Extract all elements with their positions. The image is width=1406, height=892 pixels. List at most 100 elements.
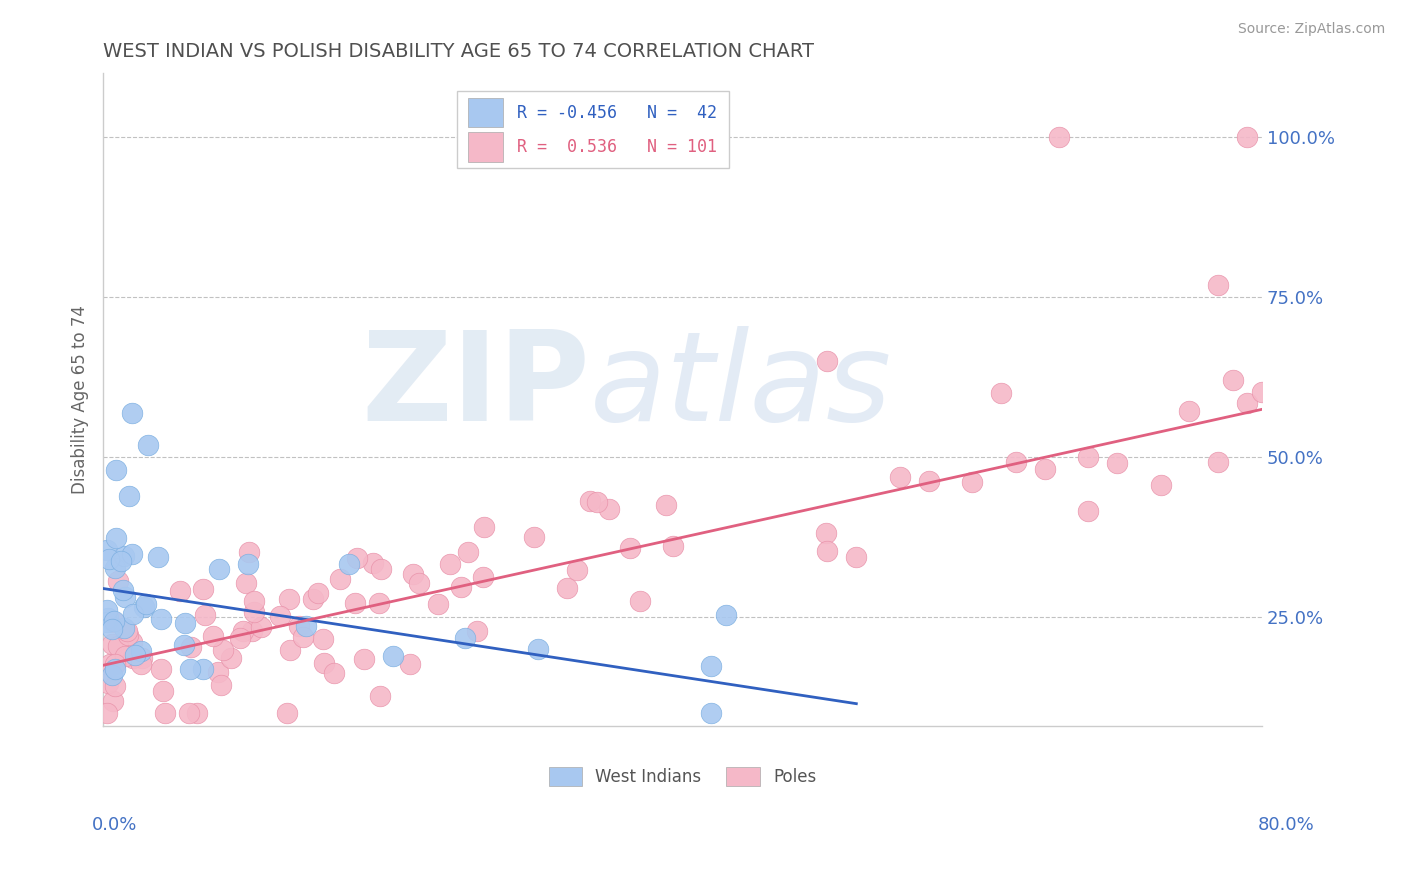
Point bbox=[889, 469, 911, 483]
Text: 80.0%: 80.0% bbox=[1258, 816, 1315, 834]
Point bbox=[454, 632, 477, 646]
Point bbox=[329, 572, 352, 586]
Point bbox=[114, 648, 136, 663]
Point bbox=[337, 557, 360, 571]
Point bbox=[1033, 461, 1056, 475]
Point bbox=[323, 665, 346, 680]
FancyBboxPatch shape bbox=[457, 91, 728, 168]
Text: Source: ZipAtlas.com: Source: ZipAtlas.com bbox=[1237, 22, 1385, 37]
Point bbox=[153, 706, 176, 721]
Point bbox=[655, 498, 678, 512]
Point bbox=[179, 662, 201, 676]
Point bbox=[1236, 396, 1258, 410]
FancyBboxPatch shape bbox=[468, 132, 503, 161]
Point bbox=[191, 582, 214, 596]
Point bbox=[990, 386, 1012, 401]
Point bbox=[301, 591, 323, 606]
Point bbox=[229, 631, 252, 645]
Point bbox=[363, 556, 385, 570]
Point bbox=[194, 608, 217, 623]
Point bbox=[201, 629, 224, 643]
Point bbox=[401, 566, 423, 581]
Point bbox=[1251, 384, 1274, 399]
Point bbox=[845, 550, 868, 565]
Point bbox=[472, 569, 495, 583]
Point bbox=[152, 684, 174, 698]
Legend: West Indians, Poles: West Indians, Poles bbox=[541, 760, 823, 793]
Point bbox=[114, 590, 136, 604]
Point bbox=[408, 576, 430, 591]
Point bbox=[96, 603, 118, 617]
Point bbox=[457, 545, 479, 559]
Point bbox=[344, 596, 367, 610]
Point bbox=[107, 574, 129, 588]
Point bbox=[250, 620, 273, 634]
Text: 0.0%: 0.0% bbox=[91, 816, 136, 834]
Point bbox=[370, 562, 392, 576]
Point bbox=[960, 475, 983, 489]
Point bbox=[278, 643, 301, 657]
Text: WEST INDIAN VS POLISH DISABILITY AGE 65 TO 74 CORRELATION CHART: WEST INDIAN VS POLISH DISABILITY AGE 65 … bbox=[103, 42, 814, 61]
Point bbox=[1149, 478, 1171, 492]
Point bbox=[353, 652, 375, 666]
Point bbox=[586, 495, 609, 509]
Point bbox=[96, 706, 118, 721]
Point bbox=[208, 562, 231, 576]
Point bbox=[368, 689, 391, 703]
Y-axis label: Disability Age 65 to 74: Disability Age 65 to 74 bbox=[72, 305, 89, 494]
Point bbox=[368, 596, 391, 610]
Point bbox=[136, 437, 159, 451]
Point bbox=[121, 547, 143, 561]
Point bbox=[104, 463, 127, 477]
Point bbox=[700, 706, 723, 721]
Point bbox=[112, 621, 135, 635]
Point bbox=[191, 662, 214, 676]
Point bbox=[96, 615, 118, 629]
Point bbox=[450, 580, 472, 594]
Point bbox=[117, 628, 139, 642]
Point bbox=[112, 549, 135, 563]
Point bbox=[235, 576, 257, 591]
Point bbox=[1208, 277, 1230, 292]
Point bbox=[105, 531, 128, 545]
Point bbox=[269, 608, 291, 623]
Point bbox=[212, 642, 235, 657]
Point bbox=[100, 668, 122, 682]
Point bbox=[565, 563, 588, 577]
Point bbox=[1004, 455, 1026, 469]
Point bbox=[439, 557, 461, 571]
Point bbox=[131, 650, 153, 665]
Point bbox=[104, 663, 127, 677]
Point bbox=[276, 706, 298, 721]
Point bbox=[307, 585, 329, 599]
Point bbox=[98, 552, 121, 566]
Point bbox=[619, 541, 641, 555]
Point bbox=[149, 662, 172, 676]
Point bbox=[179, 706, 201, 721]
Point bbox=[180, 640, 202, 654]
Point bbox=[96, 542, 118, 557]
Text: atlas: atlas bbox=[589, 326, 891, 447]
Point bbox=[107, 640, 129, 654]
Point bbox=[173, 638, 195, 652]
Point bbox=[1236, 130, 1258, 145]
Point bbox=[129, 644, 152, 658]
Point bbox=[110, 554, 132, 568]
Point bbox=[209, 678, 232, 692]
Point bbox=[467, 624, 489, 639]
Point bbox=[399, 657, 422, 671]
Point bbox=[101, 694, 124, 708]
Point bbox=[186, 706, 208, 721]
Point bbox=[472, 520, 495, 534]
Point bbox=[238, 545, 260, 559]
Point bbox=[236, 557, 259, 571]
Point bbox=[232, 624, 254, 639]
Point bbox=[97, 676, 120, 690]
Point bbox=[121, 635, 143, 649]
Point bbox=[598, 501, 620, 516]
Point bbox=[346, 550, 368, 565]
Point bbox=[918, 475, 941, 489]
Point bbox=[815, 544, 838, 558]
Point bbox=[1208, 455, 1230, 469]
Point bbox=[132, 600, 155, 615]
